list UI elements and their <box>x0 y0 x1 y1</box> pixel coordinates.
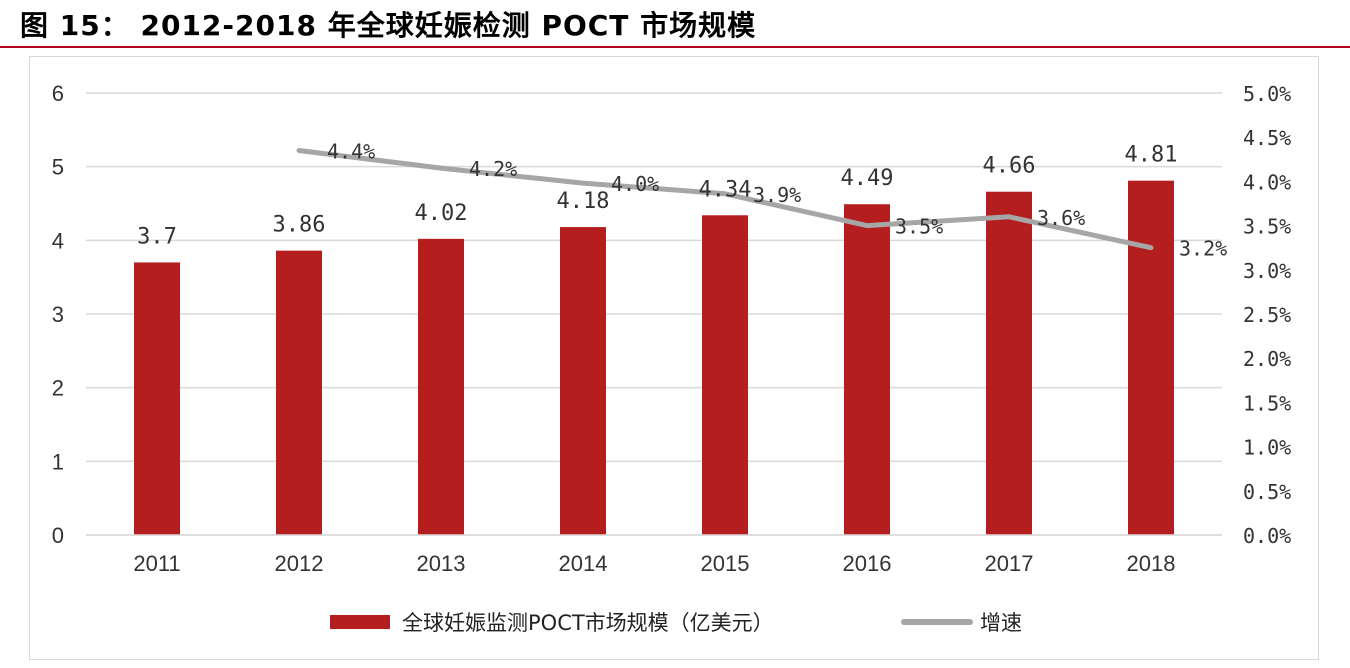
bar-2018 <box>1128 180 1174 535</box>
bar-2013 <box>418 238 464 536</box>
bar-value-label: 4.02 <box>415 201 468 226</box>
growth-series <box>296 147 1154 251</box>
growth-value-label: 3.9% <box>753 183 801 207</box>
growth-value-label: 3.2% <box>1179 237 1227 261</box>
x-tick-label: 2018 <box>1127 551 1176 576</box>
legend-bar-label: 全球妊娠监测POCT市场规模（亿美元） <box>402 611 774 635</box>
y-left-tick-label: 2 <box>52 376 64 401</box>
y-right-tick-label: 0.0% <box>1243 524 1291 548</box>
bar-value-label: 4.66 <box>983 154 1036 179</box>
bar-value-label: 3.7 <box>137 224 177 249</box>
legend-bar-swatch <box>330 615 390 629</box>
bar-2012 <box>276 250 322 535</box>
growth-value-label: 3.6% <box>1037 206 1085 230</box>
chart-frame <box>29 56 1319 660</box>
y-right-tick-label: 2.5% <box>1243 303 1291 327</box>
x-tick-label: 2012 <box>275 551 324 576</box>
y-left-tick-label: 4 <box>52 228 64 253</box>
x-tick-label: 2013 <box>417 551 466 576</box>
bar-value-label: 3.86 <box>273 213 326 238</box>
legend-line-label: 增速 <box>980 611 1022 635</box>
y-left-tick-label: 3 <box>52 302 64 327</box>
y-left-tick-label: 5 <box>52 155 64 180</box>
y-left-tick-label: 1 <box>52 449 64 474</box>
growth-value-label: 4.4% <box>327 139 375 163</box>
bar-value-label: 4.34 <box>699 177 752 202</box>
figure-title: 图 15： 2012-2018 年全球妊娠检测 POCT 市场规模 <box>20 9 757 42</box>
y-right-tick-label: 3.0% <box>1243 259 1291 283</box>
x-tick-label: 2015 <box>701 551 750 576</box>
y-right-tick-label: 2.0% <box>1243 347 1291 371</box>
y-right-tick-label: 3.5% <box>1243 215 1291 239</box>
y-right-tick-label: 1.0% <box>1243 436 1291 460</box>
bar-2015 <box>702 215 748 535</box>
y-right-tick-label: 5.0% <box>1243 82 1291 106</box>
y-right-tick-label: 4.0% <box>1243 170 1291 194</box>
bar-value-label: 4.18 <box>557 189 610 214</box>
growth-value-label: 4.0% <box>611 172 659 196</box>
x-tick-label: 2016 <box>843 551 892 576</box>
y-right-tick-label: 4.5% <box>1243 126 1291 150</box>
title-rule <box>0 46 1350 48</box>
y-left-tick-label: 0 <box>52 523 64 548</box>
bar-value-label: 4.49 <box>841 166 894 191</box>
bar-2011 <box>134 262 180 535</box>
x-tick-label: 2017 <box>985 551 1034 576</box>
bar-series <box>134 180 1174 536</box>
y-right-tick-label: 0.5% <box>1243 480 1291 504</box>
bar-2016 <box>844 204 890 535</box>
growth-value-label: 4.2% <box>469 157 517 181</box>
legend: 全球妊娠监测POCT市场规模（亿美元） 增速 <box>330 611 1022 635</box>
y-right-tick-label: 1.5% <box>1243 391 1291 415</box>
data-labels: 3.7 3.86 4.02 4.18 4.34 4.49 4.66 4.81 4.4% 4.2% 4… <box>137 139 1227 260</box>
y-left-tick-label: 6 <box>52 81 64 106</box>
bar-2014 <box>560 227 606 535</box>
x-tick-label: 2014 <box>559 551 608 576</box>
x-tick-label: 2011 <box>133 551 180 576</box>
bar-2017 <box>986 191 1032 536</box>
gridlines <box>86 92 1222 536</box>
growth-value-label: 3.5% <box>895 215 943 239</box>
axes: 01234560.0%0.5%1.0%1.5%2.0%2.5%3.0%3.5%4… <box>52 81 1291 576</box>
bar-value-label: 4.81 <box>1125 143 1178 168</box>
